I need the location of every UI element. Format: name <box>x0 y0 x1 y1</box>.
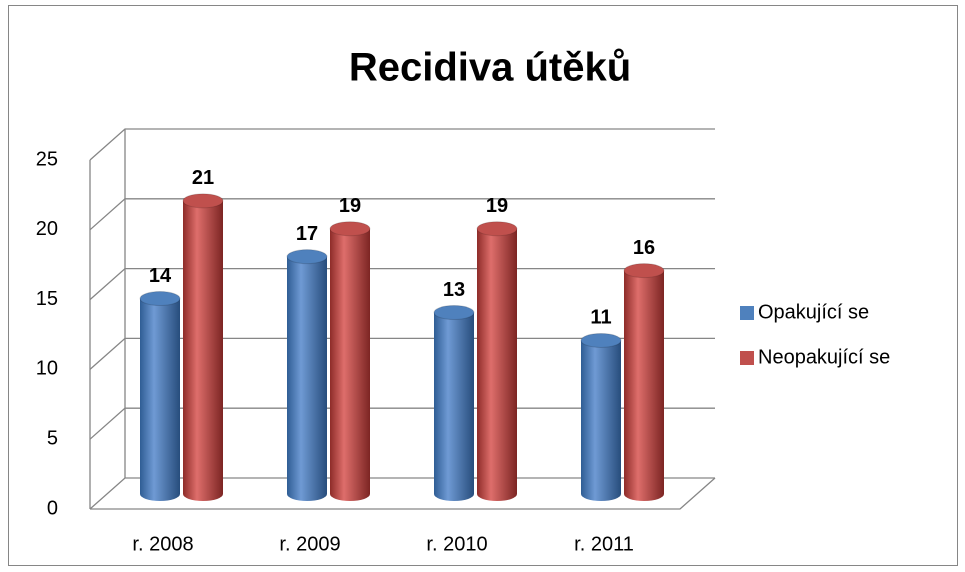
bar-top <box>182 193 224 209</box>
data-label: 19 <box>486 195 508 217</box>
grid-line <box>89 198 715 231</box>
bar-top <box>139 291 181 307</box>
y-tick-label: 15 <box>36 288 58 310</box>
data-label: 11 <box>590 307 611 329</box>
data-label: 13 <box>443 279 465 301</box>
data-label: 19 <box>339 195 361 217</box>
grid-line <box>89 128 715 161</box>
bar-top <box>329 221 371 237</box>
bar-top <box>476 221 518 237</box>
bar <box>477 228 517 501</box>
data-label: 17 <box>296 223 318 245</box>
data-label: 14 <box>149 265 172 287</box>
grid-line <box>89 477 715 510</box>
bar-top <box>286 249 328 265</box>
bar <box>581 340 621 501</box>
bar <box>183 200 223 501</box>
y-tick-label: 20 <box>36 218 58 240</box>
bar-top <box>580 332 622 348</box>
legend-label: Neopakující se <box>758 346 890 368</box>
data-label: 21 <box>192 167 214 189</box>
bar <box>624 270 664 501</box>
legend-label: Opakující se <box>758 301 869 323</box>
bar-top <box>433 305 475 321</box>
y-tick-label: 25 <box>36 148 58 170</box>
x-tick-label: r. 2008 <box>132 533 193 555</box>
bar <box>434 312 474 501</box>
legend-swatch <box>740 306 754 320</box>
y-tick-label: 0 <box>47 497 58 519</box>
bar-top <box>623 263 665 279</box>
x-tick-label: r. 2009 <box>279 533 340 555</box>
y-tick-label: 10 <box>36 358 58 380</box>
data-label: 16 <box>633 237 655 259</box>
grid-line <box>89 407 715 440</box>
bar <box>330 228 370 501</box>
grid-line <box>89 267 715 301</box>
x-tick-label: r. 2010 <box>426 533 487 555</box>
chart-title: Recidiva útěků <box>349 46 631 90</box>
legend-swatch <box>740 351 754 365</box>
grid-line <box>89 337 715 370</box>
x-tick-label: r. 2011 <box>574 533 634 555</box>
bar <box>140 298 180 501</box>
bar <box>287 256 327 501</box>
y-tick-label: 5 <box>47 427 58 449</box>
floor <box>90 477 716 510</box>
